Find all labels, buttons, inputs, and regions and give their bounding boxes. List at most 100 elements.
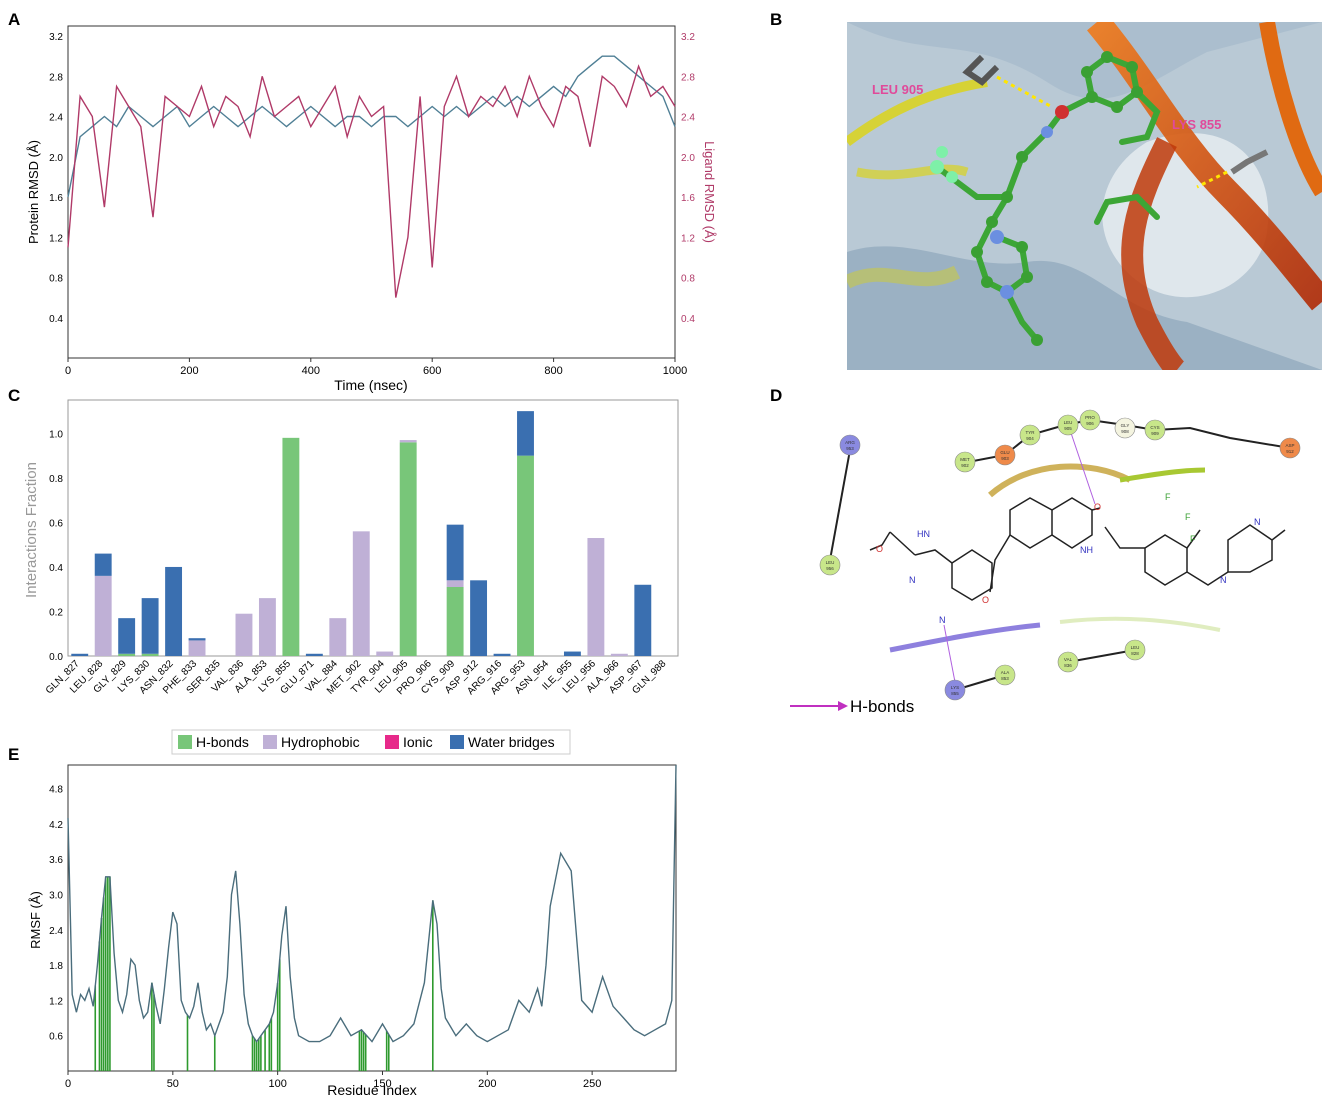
svg-text:953: 953 (846, 446, 854, 451)
atom-hn-amide: HN (917, 529, 930, 539)
legend-box (171, 729, 571, 755)
bar-water-bridges-ile_955 (563, 651, 581, 656)
panel-letter-c: C (8, 386, 21, 405)
interactions-chart: 0.00.20.40.60.81.0GLN_827LEU_828GLY_829L… (23, 399, 679, 755)
rmsd-x-axis-label: Time (nsec) (334, 377, 407, 393)
bar-hydrophobic-phe_833 (188, 640, 206, 656)
rmsf-y-tick-label: 3.0 (49, 890, 63, 901)
atom-o-ether: O (982, 595, 989, 605)
legend-entry: Water bridges (468, 734, 555, 750)
residue-label-lys855: LYS 855 (1172, 117, 1221, 132)
atom-f-1: F (1165, 492, 1171, 502)
rmsd-y-axis-label: Protein RMSD (Å) (26, 140, 41, 244)
panel-letter-b: B (770, 10, 783, 29)
interactions-y-tick-label: 0.6 (49, 518, 63, 529)
panel-letter-a: A (8, 10, 21, 29)
bar-hydrophobic-ala_853 (258, 598, 276, 656)
svg-text:VAL: VAL (1064, 657, 1073, 662)
svg-text:828: 828 (1131, 651, 1139, 656)
interactions-y-tick-label: 0.4 (49, 563, 63, 574)
bar-water-bridges-leu_828 (94, 553, 112, 576)
svg-text:905: 905 (1064, 426, 1072, 431)
rmsf-x-tick-label: 200 (478, 1078, 496, 1090)
residue-label-leu905: LEU 905 (872, 82, 923, 97)
panel-letter-d: D (770, 386, 783, 405)
interactions-y-tick-label: 0.8 (49, 474, 63, 485)
bar-h-bonds-cys_909 (446, 586, 464, 656)
bar-water-bridges-asp_912 (470, 580, 488, 656)
rmsd-y-tick-label: 0.4 (49, 314, 63, 325)
protein-rmsd-line (67, 55, 676, 198)
rmsf-x-tick-label: 0 (65, 1078, 71, 1090)
svg-text:903: 903 (1001, 456, 1009, 461)
rmsd-y-tick-label: 0.8 (49, 274, 63, 285)
svg-text:LEU: LEU (826, 560, 835, 565)
interactions-y-tick-label: 0.0 (49, 652, 63, 663)
bar-water-bridges-asp_967 (634, 584, 652, 656)
legend-swatch (263, 735, 277, 749)
rmsd-y-tick-label: 1.2 (49, 233, 63, 244)
svg-text:LYS: LYS (951, 685, 959, 690)
svg-text:836: 836 (1064, 663, 1072, 668)
rmsd-x-tick-label: 200 (180, 365, 198, 377)
interactions-y-tick-label: 0.2 (49, 607, 63, 618)
bar-water-bridges-glu_871 (305, 653, 323, 656)
rmsd-y2-tick-label: 0.8 (681, 274, 695, 285)
bar-h-bonds-gly_829 (118, 653, 136, 656)
rmsf-plot-frame (67, 764, 677, 1072)
ligand-interaction-diagram: N N HN O O O NH F F F N N ARG953LEU956ME… (790, 409, 1301, 716)
rmsd-y-tick-label: 3.2 (49, 32, 63, 43)
svg-text:LEU: LEU (1131, 645, 1140, 650)
svg-text:855: 855 (951, 691, 959, 696)
rmsd-y-tick-label: 2.0 (49, 153, 63, 164)
bar-hydrophobic-met_902 (352, 531, 370, 656)
interactions-legend: H-bonds Hydrophobic Ionic Water bridges (171, 729, 571, 755)
rmsd-x-tick-label: 600 (423, 365, 441, 377)
bar-water-bridges-lys_830 (141, 598, 159, 654)
bar-hydrophobic-leu_905 (399, 440, 417, 443)
svg-text:956: 956 (826, 566, 834, 571)
interactions-y-tick-label: 1.0 (49, 429, 63, 440)
svg-text:853: 853 (1001, 676, 1009, 681)
svg-text:909: 909 (1151, 431, 1159, 436)
bar-hydrophobic-cys_909 (446, 580, 464, 587)
rmsd-y2-tick-label: 1.2 (681, 233, 695, 244)
atom-n-piperazine-1: N (1220, 575, 1227, 585)
bar-hydrophobic-val_884 (329, 618, 347, 656)
svg-text:902: 902 (961, 463, 969, 468)
rmsd-plot-frame (67, 25, 676, 359)
rmsd-y2-axis-label: Ligand RMSD (Å) (702, 141, 717, 243)
rmsd-x-tick-label: 0 (65, 365, 71, 377)
svg-text:912: 912 (1286, 449, 1294, 454)
svg-text:CYS: CYS (1150, 425, 1159, 430)
legend-swatch (450, 735, 464, 749)
bar-water-bridges-asn_832 (165, 566, 183, 656)
rmsf-y-tick-label: 1.2 (49, 996, 63, 1007)
rmsf-y-axis-label: RMSF (Å) (28, 891, 43, 949)
svg-text:908: 908 (1121, 429, 1129, 434)
rmsf-x-axis-label: Residue Index (327, 1082, 417, 1098)
bar-h-bonds-lys_855 (282, 437, 300, 656)
bar-water-bridges-arg_953 (517, 411, 534, 456)
rmsd-y2-tick-label: 2.8 (681, 72, 695, 83)
atom-n-pyrimidine: N (909, 575, 916, 585)
atom-f-3: F (1190, 534, 1196, 544)
atom-o-amide: O (1094, 502, 1101, 512)
svg-text:904: 904 (1026, 436, 1034, 441)
rmsd-y2-tick-label: 1.6 (681, 193, 695, 204)
bar-hydrophobic-val_836 (235, 613, 253, 656)
bar-h-bonds-lys_830 (141, 653, 159, 656)
rmsf-chart: 0 50 100 150 200 2500.61.21.82.43.03.64.24.8 … (28, 764, 677, 1098)
rmsf-y-tick-label: 0.6 (49, 1032, 63, 1043)
bar-water-bridges-gln_827 (71, 653, 89, 656)
ligand-rmsd-line (67, 64, 676, 298)
